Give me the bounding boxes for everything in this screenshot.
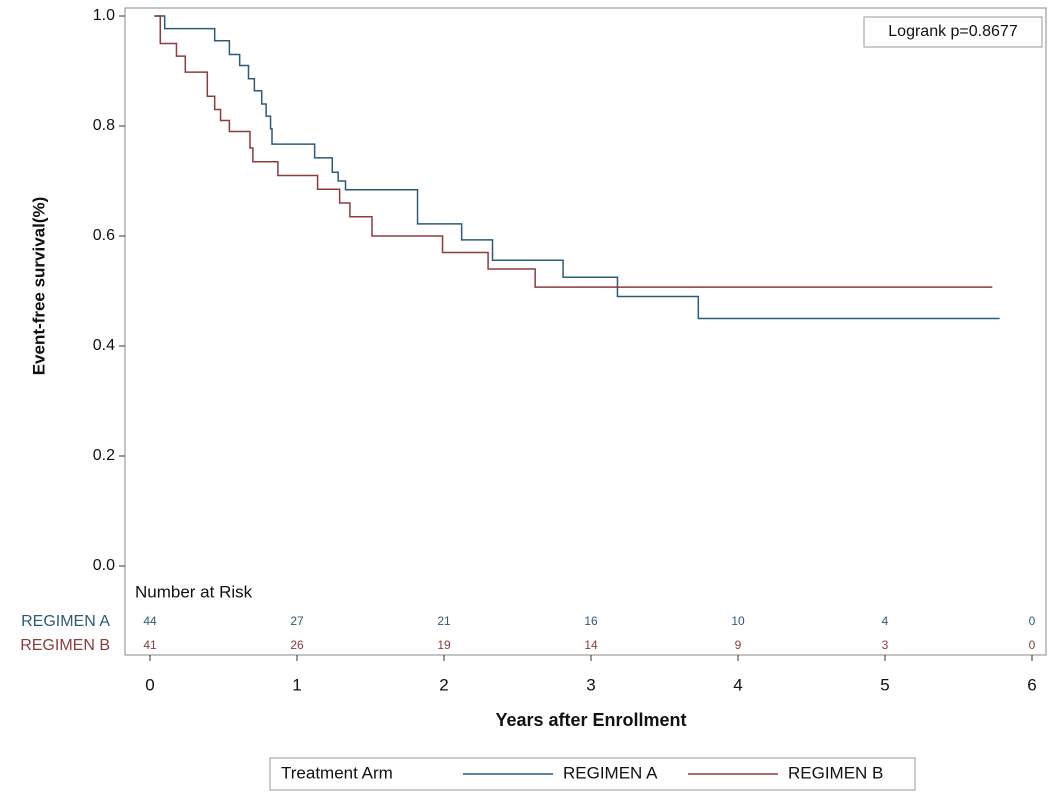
survival-curve <box>154 15 1000 320</box>
at-risk-count: 21 <box>437 614 451 628</box>
x-tick-label: 2 <box>439 675 448 694</box>
x-tick-label: 1 <box>292 675 301 694</box>
at-risk-count: 14 <box>584 638 598 652</box>
x-tick-label: 3 <box>586 675 595 694</box>
at-risk-count: 0 <box>1029 638 1036 652</box>
x-tick-label: 0 <box>145 675 154 694</box>
at-risk-count: 10 <box>731 614 745 628</box>
at-risk-count: 9 <box>735 638 742 652</box>
y-tick-label: 1.0 <box>93 7 115 24</box>
legend-title: Treatment Arm <box>281 763 393 782</box>
legend-box <box>269 757 916 791</box>
x-tick-label: 4 <box>733 675 742 694</box>
y-axis-label: Event-free survival(%) <box>29 197 48 376</box>
y-tick-label: 0.4 <box>93 337 115 354</box>
y-tick-label: 0.6 <box>93 227 115 244</box>
x-axis-label: Years after Enrollment <box>495 710 686 730</box>
legend-label: REGIMEN B <box>788 763 883 782</box>
at-risk-count: 27 <box>290 614 304 628</box>
y-tick-label: 0.0 <box>93 557 115 574</box>
at-risk-count: 4 <box>882 614 889 628</box>
x-tick-label: 5 <box>880 675 889 694</box>
legend-label: REGIMEN A <box>563 763 658 782</box>
at-risk-count: 44 <box>143 614 157 628</box>
at-risk-count: 19 <box>437 638 451 652</box>
annotation: Logrank p=0.8677 <box>888 23 1018 40</box>
at-risk-row-label: REGIMEN B <box>20 637 110 654</box>
x-tick-label: 6 <box>1027 675 1036 694</box>
annotation-box <box>863 16 1043 48</box>
y-tick-label: 0.8 <box>93 117 115 134</box>
at-risk-count: 3 <box>882 638 889 652</box>
at-risk-count: 16 <box>584 614 598 628</box>
survival-curve <box>154 15 993 288</box>
at-risk-row-label: REGIMEN A <box>21 613 110 630</box>
at-risk-count: 26 <box>290 638 304 652</box>
at-risk-count: 0 <box>1029 614 1036 628</box>
at-risk-count: 41 <box>143 638 157 652</box>
plot-frame <box>124 7 1047 656</box>
y-tick-label: 0.2 <box>93 447 115 464</box>
at-risk-title: Number at Risk <box>135 582 253 601</box>
